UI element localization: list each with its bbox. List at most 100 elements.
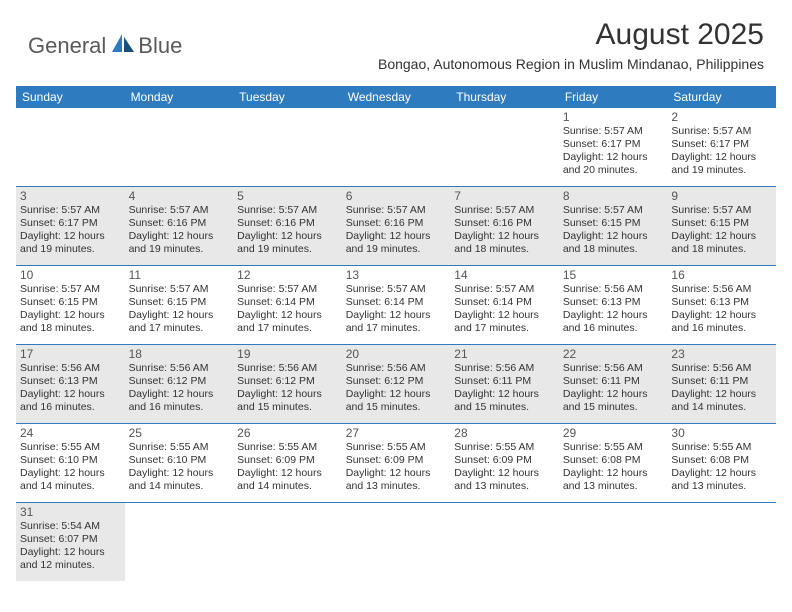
day-number: 2 <box>671 110 772 124</box>
day-info-line: Sunrise: 5:55 AM <box>454 441 555 454</box>
day-info-line: and 17 minutes. <box>129 322 230 335</box>
location-subtitle: Bongao, Autonomous Region in Muslim Mind… <box>378 56 764 72</box>
day-info-line: Daylight: 12 hours <box>454 230 555 243</box>
day-number: 27 <box>346 426 447 440</box>
weekday-header: Saturday <box>667 86 776 108</box>
header: General Blue August 2025 Bongao, Autonom… <box>0 0 792 78</box>
day-info-line: Daylight: 12 hours <box>237 388 338 401</box>
day-info-line: and 18 minutes. <box>563 243 664 256</box>
week-row: 1Sunrise: 5:57 AMSunset: 6:17 PMDaylight… <box>16 108 776 187</box>
day-info-line: Sunrise: 5:57 AM <box>454 283 555 296</box>
day-info-line: Sunrise: 5:56 AM <box>454 362 555 375</box>
day-cell: 1Sunrise: 5:57 AMSunset: 6:17 PMDaylight… <box>559 108 668 186</box>
day-info-line: Daylight: 12 hours <box>671 151 772 164</box>
day-info-line: Sunset: 6:16 PM <box>346 217 447 230</box>
weekday-header: Sunday <box>16 86 125 108</box>
day-number: 4 <box>129 189 230 203</box>
day-info-line: and 14 minutes. <box>129 480 230 493</box>
day-info-line: Sunrise: 5:57 AM <box>20 283 121 296</box>
day-info-line: and 17 minutes. <box>346 322 447 335</box>
day-info-line: Daylight: 12 hours <box>671 309 772 322</box>
day-number: 12 <box>237 268 338 282</box>
day-cell: 2Sunrise: 5:57 AMSunset: 6:17 PMDaylight… <box>667 108 776 186</box>
day-info-line: Sunrise: 5:57 AM <box>20 204 121 217</box>
day-info-line: and 19 minutes. <box>671 164 772 177</box>
day-info-line: Sunset: 6:11 PM <box>671 375 772 388</box>
day-number: 7 <box>454 189 555 203</box>
day-info-line: Sunset: 6:13 PM <box>563 296 664 309</box>
weekday-header: Tuesday <box>233 86 342 108</box>
week-row: 10Sunrise: 5:57 AMSunset: 6:15 PMDayligh… <box>16 266 776 345</box>
day-number: 19 <box>237 347 338 361</box>
day-info-line: Sunset: 6:08 PM <box>563 454 664 467</box>
day-cell: 16Sunrise: 5:56 AMSunset: 6:13 PMDayligh… <box>667 266 776 344</box>
day-info-line: Sunrise: 5:57 AM <box>129 204 230 217</box>
day-info-line: Daylight: 12 hours <box>129 388 230 401</box>
day-number: 9 <box>671 189 772 203</box>
day-info-line: Sunset: 6:10 PM <box>129 454 230 467</box>
day-info-line: Daylight: 12 hours <box>563 309 664 322</box>
day-info-line: Daylight: 12 hours <box>346 230 447 243</box>
day-number: 28 <box>454 426 555 440</box>
day-info-line: Sunrise: 5:57 AM <box>563 125 664 138</box>
day-info-line: Sunset: 6:09 PM <box>237 454 338 467</box>
day-cell: 20Sunrise: 5:56 AMSunset: 6:12 PMDayligh… <box>342 345 451 423</box>
day-cell <box>233 503 342 581</box>
day-info-line: and 14 minutes. <box>237 480 338 493</box>
day-info-line: Sunset: 6:13 PM <box>20 375 121 388</box>
day-info-line: Sunrise: 5:57 AM <box>454 204 555 217</box>
day-info-line: and 17 minutes. <box>237 322 338 335</box>
day-info-line: Sunset: 6:16 PM <box>237 217 338 230</box>
day-info-line: Sunrise: 5:57 AM <box>563 204 664 217</box>
day-info-line: Sunset: 6:17 PM <box>20 217 121 230</box>
day-info-line: and 19 minutes. <box>129 243 230 256</box>
day-info-line: and 16 minutes. <box>563 322 664 335</box>
title-block: August 2025 Bongao, Autonomous Region in… <box>378 18 764 72</box>
day-info-line: Sunset: 6:15 PM <box>563 217 664 230</box>
day-info-line: Sunrise: 5:56 AM <box>671 283 772 296</box>
day-number: 13 <box>346 268 447 282</box>
day-info-line: Daylight: 12 hours <box>129 309 230 322</box>
day-info-line: Daylight: 12 hours <box>671 388 772 401</box>
day-cell: 10Sunrise: 5:57 AMSunset: 6:15 PMDayligh… <box>16 266 125 344</box>
day-info-line: Sunrise: 5:55 AM <box>563 441 664 454</box>
day-cell: 23Sunrise: 5:56 AMSunset: 6:11 PMDayligh… <box>667 345 776 423</box>
day-info-line: Sunset: 6:15 PM <box>20 296 121 309</box>
day-info-line: Daylight: 12 hours <box>454 467 555 480</box>
day-info-line: Sunrise: 5:55 AM <box>129 441 230 454</box>
weekday-header: Wednesday <box>342 86 451 108</box>
day-info-line: and 19 minutes. <box>20 243 121 256</box>
day-info-line: Sunrise: 5:56 AM <box>563 283 664 296</box>
day-info-line: and 20 minutes. <box>563 164 664 177</box>
day-info-line: and 16 minutes. <box>671 322 772 335</box>
day-info-line: Sunset: 6:10 PM <box>20 454 121 467</box>
day-info-line: Sunrise: 5:56 AM <box>129 362 230 375</box>
day-info-line: and 17 minutes. <box>454 322 555 335</box>
day-cell: 27Sunrise: 5:55 AMSunset: 6:09 PMDayligh… <box>342 424 451 502</box>
day-info-line: Daylight: 12 hours <box>454 388 555 401</box>
day-info-line: Sunrise: 5:56 AM <box>563 362 664 375</box>
day-cell: 28Sunrise: 5:55 AMSunset: 6:09 PMDayligh… <box>450 424 559 502</box>
day-number: 26 <box>237 426 338 440</box>
brand-name-1: General <box>28 33 106 59</box>
day-info-line: Daylight: 12 hours <box>129 230 230 243</box>
day-info-line: Daylight: 12 hours <box>20 546 121 559</box>
day-cell <box>125 108 234 186</box>
day-info-line: Sunset: 6:14 PM <box>346 296 447 309</box>
day-cell: 6Sunrise: 5:57 AMSunset: 6:16 PMDaylight… <box>342 187 451 265</box>
day-cell: 5Sunrise: 5:57 AMSunset: 6:16 PMDaylight… <box>233 187 342 265</box>
day-number: 10 <box>20 268 121 282</box>
weekday-header: Monday <box>125 86 234 108</box>
day-info-line: and 19 minutes. <box>346 243 447 256</box>
week-row: 3Sunrise: 5:57 AMSunset: 6:17 PMDaylight… <box>16 187 776 266</box>
day-info-line: and 15 minutes. <box>563 401 664 414</box>
day-info-line: Daylight: 12 hours <box>346 467 447 480</box>
day-info-line: and 18 minutes. <box>671 243 772 256</box>
day-info-line: Sunset: 6:09 PM <box>346 454 447 467</box>
calendar: Sunday Monday Tuesday Wednesday Thursday… <box>16 86 776 581</box>
day-cell <box>559 503 668 581</box>
day-cell <box>16 108 125 186</box>
day-cell: 14Sunrise: 5:57 AMSunset: 6:14 PMDayligh… <box>450 266 559 344</box>
day-number: 6 <box>346 189 447 203</box>
day-info-line: Sunrise: 5:55 AM <box>346 441 447 454</box>
